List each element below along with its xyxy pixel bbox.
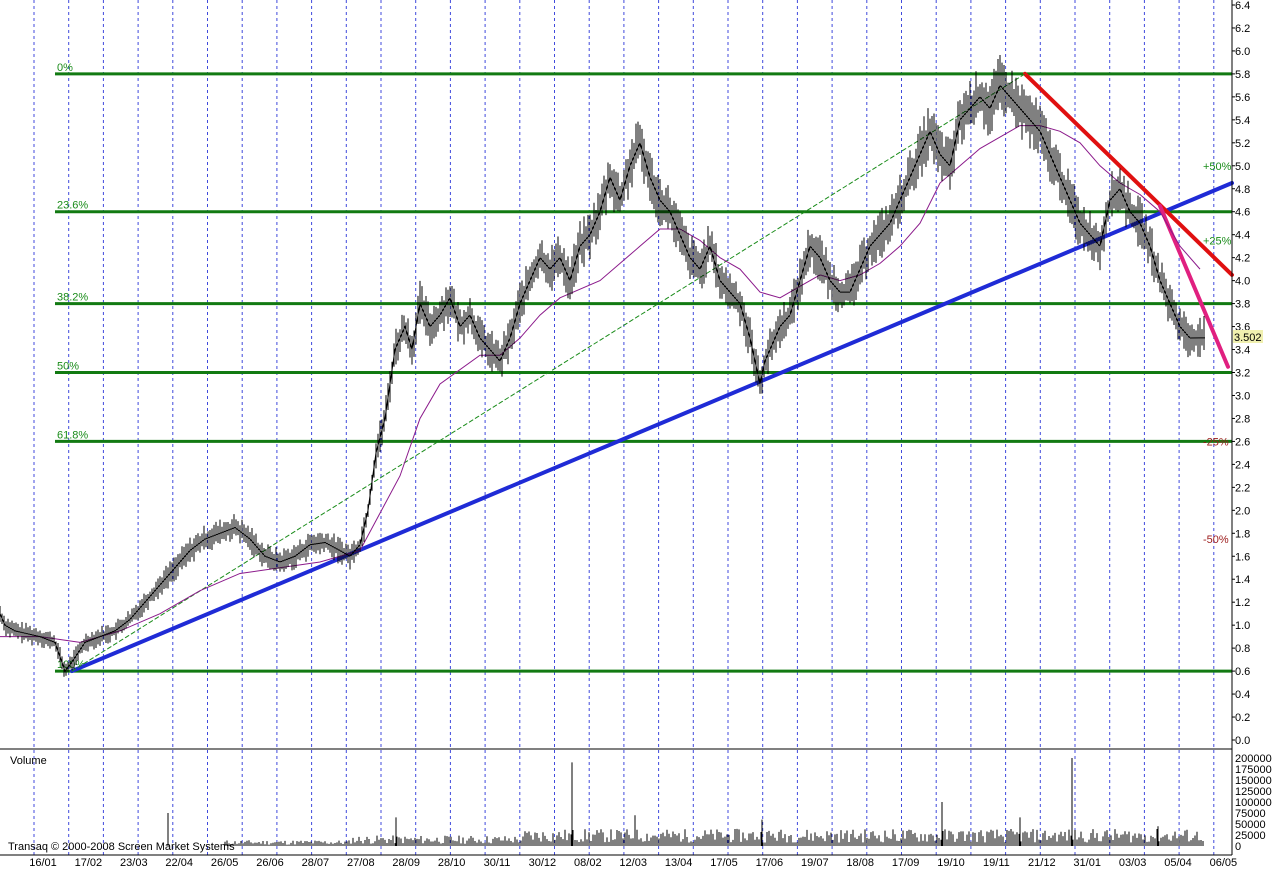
percent-label: -50% bbox=[1203, 534, 1229, 546]
x-tick-label: 17/05 bbox=[710, 857, 738, 869]
volume-tick-label: 50000 bbox=[1235, 819, 1266, 831]
y-tick-label: 3.8 bbox=[1235, 299, 1250, 311]
y-tick-label: 5.6 bbox=[1235, 92, 1250, 104]
y-tick-label: 5.4 bbox=[1235, 115, 1250, 127]
x-tick-label: 12/03 bbox=[619, 857, 647, 869]
trendline bbox=[1023, 71, 1234, 277]
x-tick-label: 16/01 bbox=[29, 857, 57, 869]
percent-label: -25% bbox=[1203, 436, 1229, 448]
x-tick-label: 13/04 bbox=[665, 857, 693, 869]
y-tick-label: 4.0 bbox=[1235, 276, 1250, 288]
x-tick-label: 19/10 bbox=[937, 857, 965, 869]
y-tick-label: 1.6 bbox=[1235, 551, 1250, 563]
moving-average-line bbox=[0, 125, 1201, 643]
volume-tick-label: 200000 bbox=[1235, 753, 1272, 765]
x-tick-label: 30/11 bbox=[484, 857, 511, 869]
moving-average-layer bbox=[0, 125, 1201, 643]
price-axis: 0.0 0.2 0.4 0.6 0.8 1.0 1.2 1.4 1.6 1.8 2.0 2.2 2.4 2… bbox=[1232, 0, 1250, 747]
vertical-grid bbox=[33, 0, 1215, 855]
copyright-caption: Transaq © 2000-2008 Screen Market System… bbox=[8, 841, 235, 853]
y-tick-label: 6.4 bbox=[1235, 0, 1250, 12]
y-tick-label: 0.8 bbox=[1235, 643, 1250, 655]
x-tick-label: 22/04 bbox=[165, 857, 193, 869]
y-tick-label: 0.6 bbox=[1235, 666, 1250, 678]
x-tick-label: 28/09 bbox=[392, 857, 420, 869]
percent-labels: +50% +25% -25% -50% bbox=[1203, 161, 1232, 546]
y-tick-label: 1.8 bbox=[1235, 528, 1250, 540]
y-tick-label: 0.2 bbox=[1235, 712, 1250, 724]
x-tick-label: 19/07 bbox=[801, 857, 829, 869]
y-tick-label: 1.0 bbox=[1235, 620, 1250, 632]
y-tick-label: 4.4 bbox=[1235, 230, 1250, 242]
trendline bbox=[71, 73, 1026, 672]
y-tick-label: 0.0 bbox=[1235, 735, 1250, 747]
x-tick-label: 23/03 bbox=[120, 857, 148, 869]
y-tick-label: 2.8 bbox=[1235, 413, 1250, 425]
time-axis: 16/01 17/02 23/03 22/04 26/05 26/06 28/07 27/08… bbox=[29, 857, 1237, 869]
x-tick-label: 03/03 bbox=[1119, 857, 1147, 869]
percent-label: +25% bbox=[1203, 235, 1232, 247]
y-tick-label: 6.0 bbox=[1235, 46, 1250, 58]
x-tick-label: 30/12 bbox=[529, 857, 557, 869]
volume-tick-label: 0 bbox=[1235, 841, 1241, 853]
y-tick-label: 5.8 bbox=[1235, 69, 1250, 81]
x-tick-label: 19/11 bbox=[983, 857, 1010, 869]
y-tick-label: 4.6 bbox=[1235, 207, 1250, 219]
x-tick-label: 26/05 bbox=[211, 857, 239, 869]
fib-level-label: 50% bbox=[57, 361, 79, 373]
last-price-badge: 3.502 bbox=[1233, 330, 1263, 344]
last-price-badge-bg bbox=[1233, 330, 1263, 343]
x-tick-label: 28/10 bbox=[438, 857, 466, 869]
volume-panel: 0250005000075000100000125000150000175000… bbox=[167, 753, 1272, 853]
volume-tick-label: 25000 bbox=[1235, 830, 1266, 842]
x-tick-label: 17/02 bbox=[75, 857, 103, 869]
x-tick-label: 05/04 bbox=[1164, 857, 1192, 869]
volume-tick-label: 175000 bbox=[1235, 764, 1272, 776]
x-tick-label: 21/12 bbox=[1028, 857, 1056, 869]
x-tick-label: 17/09 bbox=[892, 857, 920, 869]
fib-level-label: 23.6% bbox=[57, 200, 88, 212]
x-tick-label: 06/05 bbox=[1210, 857, 1238, 869]
fib-level-label: 0% bbox=[57, 62, 73, 74]
y-tick-label: 3.0 bbox=[1235, 390, 1250, 402]
y-tick-label: 5.0 bbox=[1235, 161, 1250, 173]
fib-level-label: 38.2% bbox=[57, 292, 88, 304]
y-tick-label: 3.2 bbox=[1235, 368, 1250, 380]
volume-label: Volume bbox=[10, 755, 47, 767]
y-tick-label: 2.4 bbox=[1235, 459, 1250, 471]
volume-tick-label: 125000 bbox=[1235, 786, 1272, 798]
y-tick-label: 1.2 bbox=[1235, 597, 1250, 609]
x-tick-label: 26/06 bbox=[256, 857, 284, 869]
volume-tick-label: 100000 bbox=[1235, 797, 1272, 809]
y-tick-label: 5.2 bbox=[1235, 138, 1250, 150]
x-tick-label: 31/01 bbox=[1073, 857, 1101, 869]
volume-tick-label: 75000 bbox=[1235, 808, 1266, 820]
y-tick-label: 2.0 bbox=[1235, 505, 1250, 517]
trendlines bbox=[70, 71, 1234, 674]
percent-label: +50% bbox=[1203, 161, 1232, 173]
x-tick-label: 08/02 bbox=[574, 857, 602, 869]
y-tick-label: 4.2 bbox=[1235, 253, 1250, 265]
y-tick-label: 1.4 bbox=[1235, 574, 1250, 586]
price-layer bbox=[0, 55, 1205, 677]
volume-tick-label: 150000 bbox=[1235, 775, 1272, 787]
price-line bbox=[0, 84, 1205, 673]
trendline bbox=[70, 181, 1234, 674]
fibonacci-levels: 0%23.6%38.2%50%61.8%100% bbox=[55, 62, 1232, 673]
y-tick-label: 0.4 bbox=[1235, 689, 1250, 701]
last-price-label: 3.502 bbox=[1234, 332, 1262, 344]
y-tick-label: 3.4 bbox=[1235, 345, 1250, 357]
x-tick-label: 17/06 bbox=[756, 857, 784, 869]
trendline bbox=[1158, 203, 1230, 369]
x-tick-label: 18/08 bbox=[846, 857, 874, 869]
y-tick-label: 2.2 bbox=[1235, 482, 1250, 494]
y-tick-label: 6.2 bbox=[1235, 23, 1250, 35]
fib-level-label: 61.8% bbox=[57, 429, 88, 441]
y-tick-label: 2.6 bbox=[1235, 436, 1250, 448]
y-tick-label: 4.8 bbox=[1235, 184, 1250, 196]
x-tick-label: 28/07 bbox=[302, 857, 330, 869]
x-tick-label: 27/08 bbox=[347, 857, 375, 869]
